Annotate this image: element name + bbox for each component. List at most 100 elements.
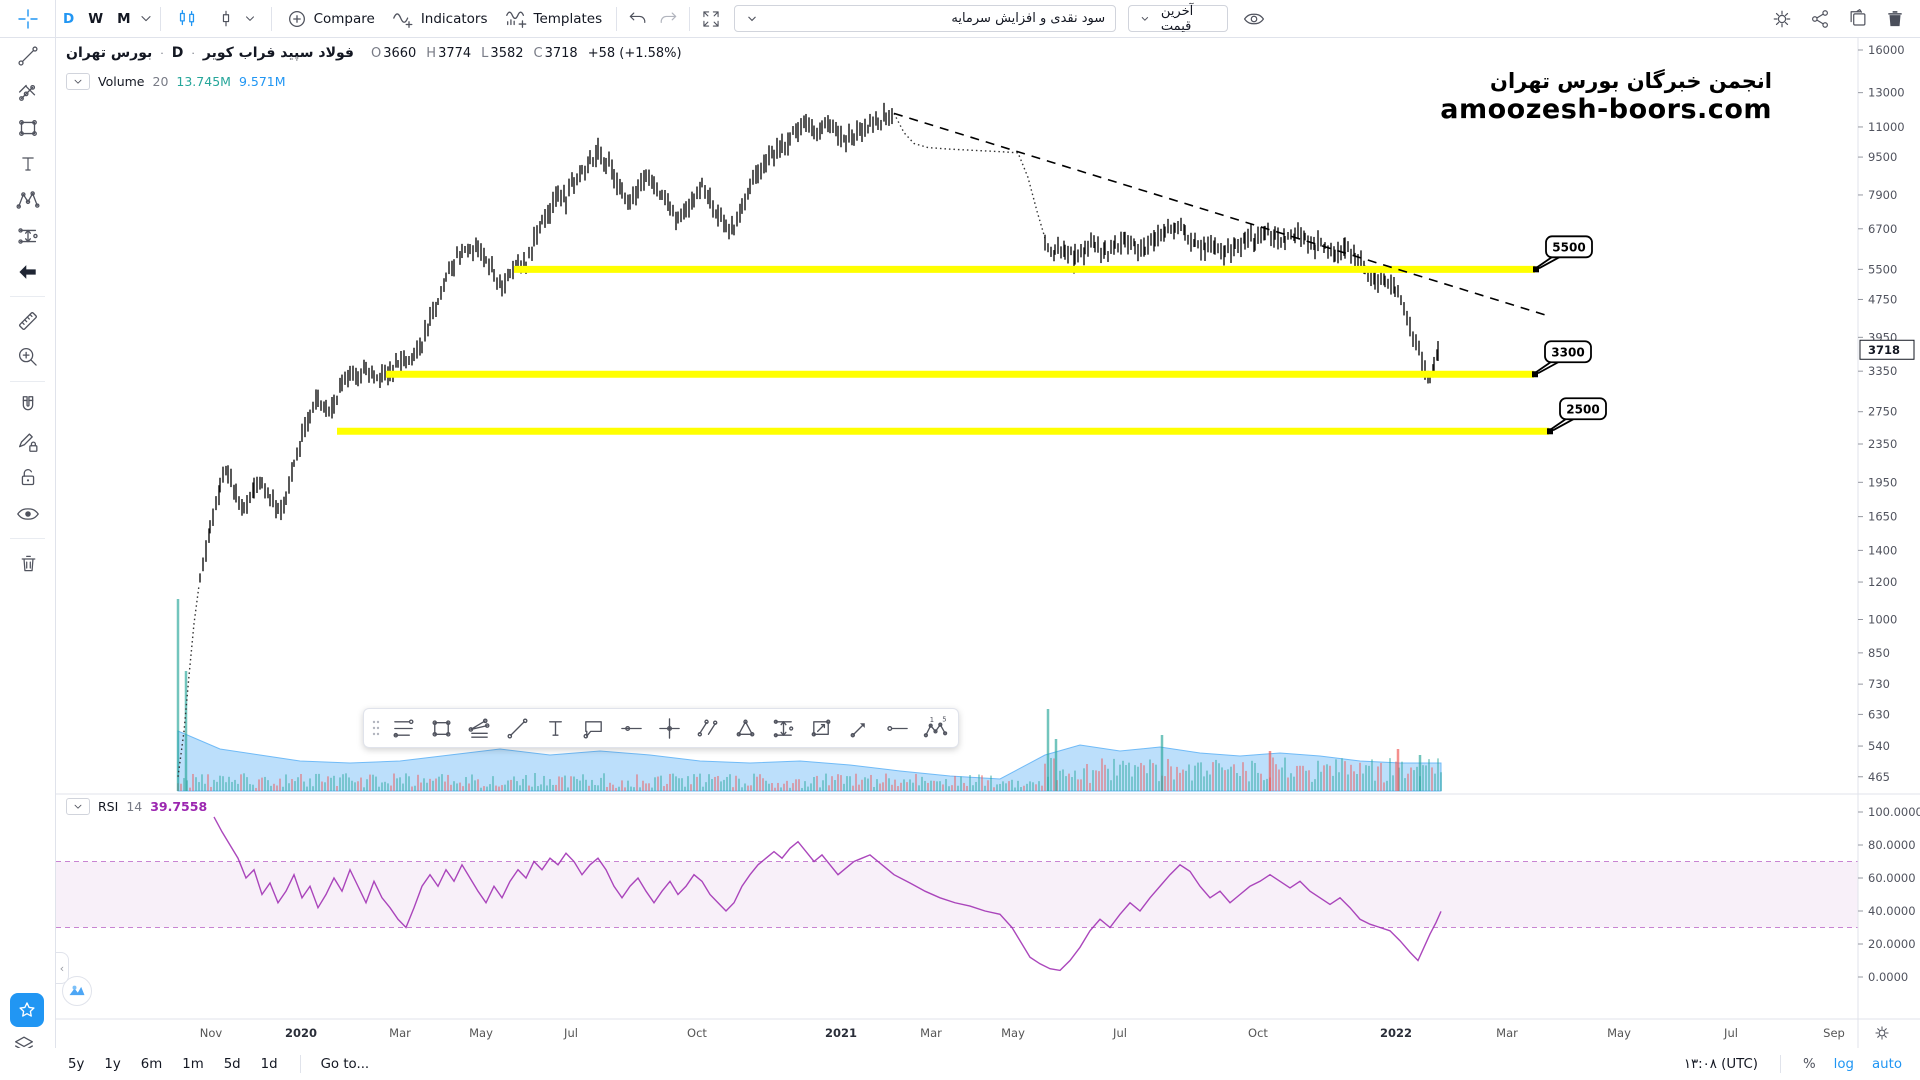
svg-text:2020: 2020	[285, 1026, 317, 1040]
tool-measure[interactable]	[0, 303, 56, 339]
delete-layout-button[interactable]	[1884, 8, 1906, 30]
fb-tool-triangle[interactable]	[726, 712, 764, 744]
templates-button[interactable]: Templates	[496, 5, 611, 33]
tool-rectangle[interactable]	[0, 110, 56, 146]
range-1d-button[interactable]: 1d	[253, 1055, 286, 1074]
range-1m-button[interactable]: 1m	[174, 1055, 211, 1074]
log-scale-button[interactable]: log	[1828, 1055, 1860, 1074]
text-tool-icon	[548, 720, 562, 736]
fb-tool-fib-retracement[interactable]	[384, 712, 422, 744]
timeframe-menu-chevron[interactable]	[138, 11, 154, 27]
tool-trend-line[interactable]	[0, 38, 56, 74]
volume-legend-chevron[interactable]	[66, 73, 90, 90]
chart-type-candles-button[interactable]	[167, 5, 207, 33]
tool-zoom-in[interactable]	[0, 339, 56, 375]
axis-settings-button[interactable]	[1872, 1023, 1892, 1043]
goto-date-button[interactable]: Go to...	[315, 1055, 376, 1074]
indicators-button[interactable]: Indicators	[383, 5, 496, 33]
sidebar-separator	[10, 296, 45, 297]
fb-tool-arrow[interactable]	[840, 712, 878, 744]
rsi-indicator-name[interactable]: RSI	[98, 799, 119, 814]
drag-dots-icon	[372, 720, 380, 736]
timeframe-d-button[interactable]: D	[56, 6, 81, 32]
tool-pitchfork[interactable]	[0, 74, 56, 110]
compare-button[interactable]: Compare	[278, 5, 383, 33]
svg-text:Oct: Oct	[687, 1026, 707, 1040]
share-button[interactable]	[1808, 7, 1832, 31]
chevron-down-icon	[748, 16, 757, 21]
price-level-label[interactable]	[1545, 235, 1593, 259]
price-chart-canvas[interactable]: 5500330025001600013000110009500790067005…	[56, 38, 1920, 1048]
redo-button[interactable]	[657, 8, 679, 30]
tool-back[interactable]	[0, 254, 56, 290]
provider-logo[interactable]	[62, 976, 92, 1006]
svg-text:May: May	[469, 1026, 493, 1040]
dividends-adjustment-value: سود نقدی و افزایش سرمایه	[951, 11, 1106, 26]
fb-tool-projection-box[interactable]	[802, 712, 840, 744]
percent-scale-button[interactable]: %	[1797, 1055, 1822, 1074]
favorites-button[interactable]	[10, 993, 44, 1027]
timeframe-w-button[interactable]: W	[81, 6, 110, 32]
close-value: 3718	[544, 45, 578, 61]
candles-icon	[179, 9, 194, 26]
fb-tool-parallel-channel[interactable]	[688, 712, 726, 744]
fb-tool-price-range[interactable]	[764, 712, 802, 744]
price-mode-dropdown[interactable]: آخرین قیمت	[1128, 3, 1229, 34]
tool-remove-drawings[interactable]	[0, 545, 56, 581]
compare-plus-icon	[288, 10, 305, 27]
price-level-label[interactable]	[1544, 340, 1592, 364]
tool-drawing-lock[interactable]	[0, 424, 56, 460]
crosshair-icon	[17, 8, 38, 29]
zoom-in-icon	[18, 347, 37, 366]
title-timeframe[interactable]: D	[171, 45, 184, 61]
timezone-clock-button[interactable]: ۱۳:۰۸ (UTC)	[1678, 1055, 1764, 1074]
fb-tool-rectangle[interactable]	[422, 712, 460, 744]
range-5y-button[interactable]: 5y	[60, 1055, 92, 1074]
bottombar-separator	[299, 1055, 301, 1073]
svg-text:16000: 16000	[1868, 43, 1905, 57]
tool-xabcd-pattern[interactable]	[0, 182, 56, 218]
tool-magnet[interactable]	[0, 388, 56, 424]
fb-tool-cross-line[interactable]	[650, 712, 688, 744]
auto-scale-button[interactable]: auto	[1866, 1055, 1908, 1074]
symbol-name[interactable]: فولاد سپید فراب کویر	[202, 45, 354, 61]
fb-tool-trend-fib[interactable]	[460, 712, 498, 744]
exchange-name[interactable]: بورس تهران	[66, 45, 153, 61]
pitchfork-icon	[18, 84, 36, 101]
range-6m-button[interactable]: 6m	[133, 1055, 170, 1074]
svg-text:5: 5	[942, 716, 946, 723]
svg-text:13000: 13000	[1868, 86, 1905, 100]
range-1y-button[interactable]: 1y	[96, 1055, 128, 1074]
fb-tool-trend-line[interactable]	[498, 712, 536, 744]
range-5d-button[interactable]: 5d	[216, 1055, 249, 1074]
fb-tool-callout[interactable]	[574, 712, 612, 744]
snapshot-button[interactable]	[1846, 7, 1870, 31]
rsi-legend-chevron[interactable]	[66, 798, 90, 815]
fb-tool-horizontal-line[interactable]	[612, 712, 650, 744]
toolbar-drag-handle[interactable]	[368, 712, 384, 744]
volume-indicator-name[interactable]: Volume	[98, 74, 145, 89]
tool-hide-drawings[interactable]	[0, 496, 56, 532]
sidebar-collapse-handle[interactable]: ‹	[56, 952, 69, 984]
fb-tool-text[interactable]	[536, 712, 574, 744]
price-mode-value: آخرین قیمت	[1160, 3, 1194, 34]
fb-tool-horizontal-ray[interactable]	[878, 712, 916, 744]
fullscreen-button[interactable]	[700, 8, 722, 30]
svg-text:80.0000: 80.0000	[1868, 838, 1916, 852]
tool-lock-all[interactable]	[0, 460, 56, 496]
candle-style-button[interactable]	[207, 5, 265, 33]
gear-icon	[1773, 10, 1791, 27]
price-level-label[interactable]	[1559, 397, 1607, 421]
dividends-adjustment-dropdown[interactable]: سود نقدی و افزایش سرمایه	[734, 5, 1117, 32]
settings-button[interactable]	[1770, 7, 1794, 31]
timeframe-m-button[interactable]: M	[110, 6, 137, 32]
undo-button[interactable]	[627, 8, 649, 30]
tool-text[interactable]	[0, 146, 56, 182]
tool-projection[interactable]	[0, 218, 56, 254]
svg-text:Jul: Jul	[1112, 1026, 1127, 1040]
svg-text:6700: 6700	[1868, 222, 1897, 236]
crosshair-cursor-button[interactable]	[0, 0, 56, 38]
visibility-button[interactable]	[1242, 7, 1266, 31]
rectangle-icon	[431, 719, 451, 737]
